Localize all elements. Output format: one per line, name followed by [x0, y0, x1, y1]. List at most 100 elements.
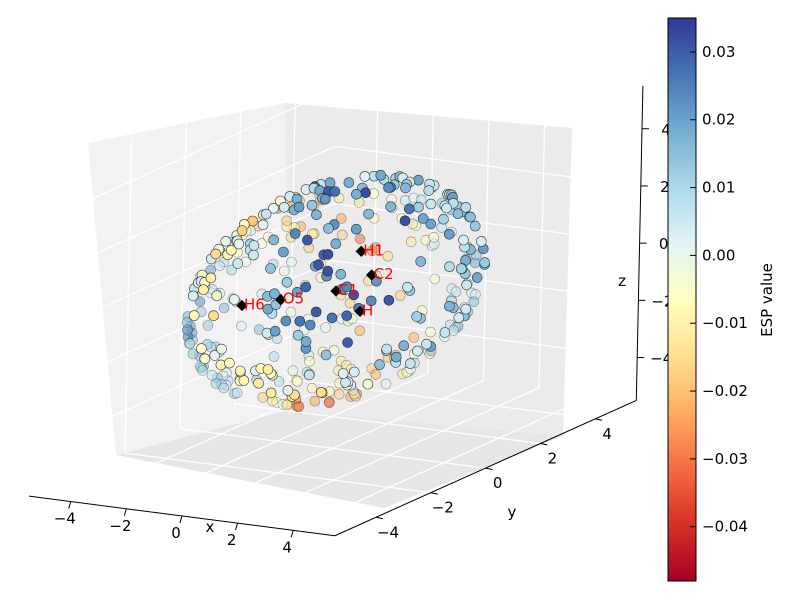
atom-label: H1 [363, 241, 384, 259]
surface-point [365, 295, 377, 307]
atom-label: H6 [244, 295, 265, 313]
colorbar-tick-label: −0.01 [702, 314, 748, 332]
colorbar-tick-label: −0.04 [702, 518, 748, 536]
surface-point [341, 310, 353, 322]
surface-point [340, 377, 351, 388]
surface-point [282, 385, 294, 396]
surface-point [403, 203, 415, 215]
surface-point [341, 281, 353, 293]
surface-point [198, 284, 209, 296]
surface-point [370, 369, 382, 380]
surface-point [359, 171, 371, 182]
surface-point [479, 257, 491, 268]
atom-label: C1 [338, 281, 358, 299]
colorbar-ticks: 0.03 0.02 0.01 0.00 −0.01 −0.02 −0.03 −0.04 [690, 43, 748, 536]
surface-point [469, 220, 481, 232]
surface-point [216, 343, 227, 355]
surface-point [399, 215, 411, 227]
surface-point [226, 244, 237, 256]
surface-point [304, 355, 315, 367]
colorbar-label: ESP value [758, 263, 776, 337]
surface-point [398, 340, 410, 352]
surface-point [232, 258, 244, 269]
surface-point [465, 211, 476, 223]
surface-point [260, 208, 272, 220]
surface-point [268, 351, 280, 362]
atom-marker [355, 245, 367, 257]
surface-point [226, 264, 237, 276]
surface-point [320, 322, 331, 333]
y-tick-mark [540, 443, 548, 446]
surface-point [197, 365, 208, 376]
surface-point [196, 343, 207, 354]
surface-point [220, 236, 232, 247]
surface-point [278, 202, 290, 213]
surface-point [210, 248, 221, 260]
surface-point [294, 315, 306, 327]
surface-point [452, 208, 464, 219]
surface-point [233, 238, 245, 250]
surface-point [181, 317, 193, 328]
y-tick-label: −2 [432, 499, 454, 517]
surface-point [370, 242, 381, 253]
surface-point [475, 236, 487, 247]
surface-point [441, 202, 452, 214]
surface-point [336, 229, 348, 241]
surface-point [319, 193, 331, 205]
surface-point [413, 201, 424, 213]
surface-point [265, 387, 277, 399]
surface-point [460, 202, 472, 213]
x-tick-label: −4 [54, 510, 76, 528]
surface-point [304, 319, 316, 331]
x-tick-label: 2 [227, 531, 237, 549]
atom-markers: H1 C1 C2 O5 H6 H [236, 241, 394, 319]
surface-point [405, 236, 417, 248]
surface-point [322, 265, 334, 277]
surface-point [374, 359, 385, 370]
surface-point [328, 344, 340, 356]
surface-point [236, 320, 247, 332]
surface-point [354, 233, 366, 245]
surface-point [458, 234, 469, 246]
surface-point [184, 338, 196, 349]
surface-point [214, 260, 225, 272]
x-tick-label: −2 [109, 517, 131, 535]
surface-point [187, 348, 199, 360]
surface-point [411, 311, 423, 322]
x-tick-mark [68, 501, 72, 509]
z-tick-label: 2 [660, 178, 670, 196]
atom-label: O5 [283, 290, 304, 308]
x-tick-mark [235, 523, 239, 531]
atom-label: H [362, 301, 373, 319]
surface-point [383, 182, 394, 193]
colorbar-tick-label: 0.03 [702, 43, 735, 61]
surface-point [439, 327, 451, 338]
z-tick-label: 0 [659, 235, 669, 253]
surface-point [262, 364, 274, 375]
surface-point [269, 325, 281, 337]
surface-point [229, 294, 240, 305]
z-axis-label: z [618, 272, 626, 290]
surface-point [381, 343, 393, 355]
back-right-pane [285, 103, 572, 436]
surface-point [322, 249, 334, 260]
x-tick-label: 0 [171, 524, 181, 542]
surface-point [330, 238, 342, 249]
surface-point [306, 199, 318, 211]
z-tick-label: 4 [661, 121, 671, 139]
colorbar-tick-label: −0.02 [702, 382, 748, 400]
surface-point [383, 294, 395, 306]
surface-point [320, 349, 332, 361]
surface-point [350, 223, 362, 235]
surface-point [306, 382, 318, 394]
surface-point [291, 286, 303, 298]
atom-marker [275, 294, 287, 306]
surface-point [448, 325, 459, 336]
colorbar-tick-label: 0.00 [702, 246, 735, 264]
surface-point [311, 209, 322, 221]
surface-point [324, 177, 336, 188]
surface-point [218, 302, 230, 314]
surface-point [236, 225, 248, 236]
x-tick-mark [123, 508, 127, 516]
surface-point [209, 350, 220, 361]
